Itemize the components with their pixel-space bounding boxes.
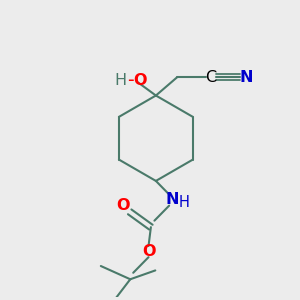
- Text: O: O: [133, 73, 147, 88]
- Text: H: H: [179, 195, 190, 210]
- Text: C: C: [206, 70, 217, 85]
- Text: O: O: [116, 198, 130, 213]
- Text: H: H: [115, 73, 127, 88]
- Text: N: N: [239, 70, 253, 85]
- Text: -: -: [127, 71, 134, 90]
- Text: O: O: [142, 244, 155, 259]
- Text: N: N: [165, 192, 179, 207]
